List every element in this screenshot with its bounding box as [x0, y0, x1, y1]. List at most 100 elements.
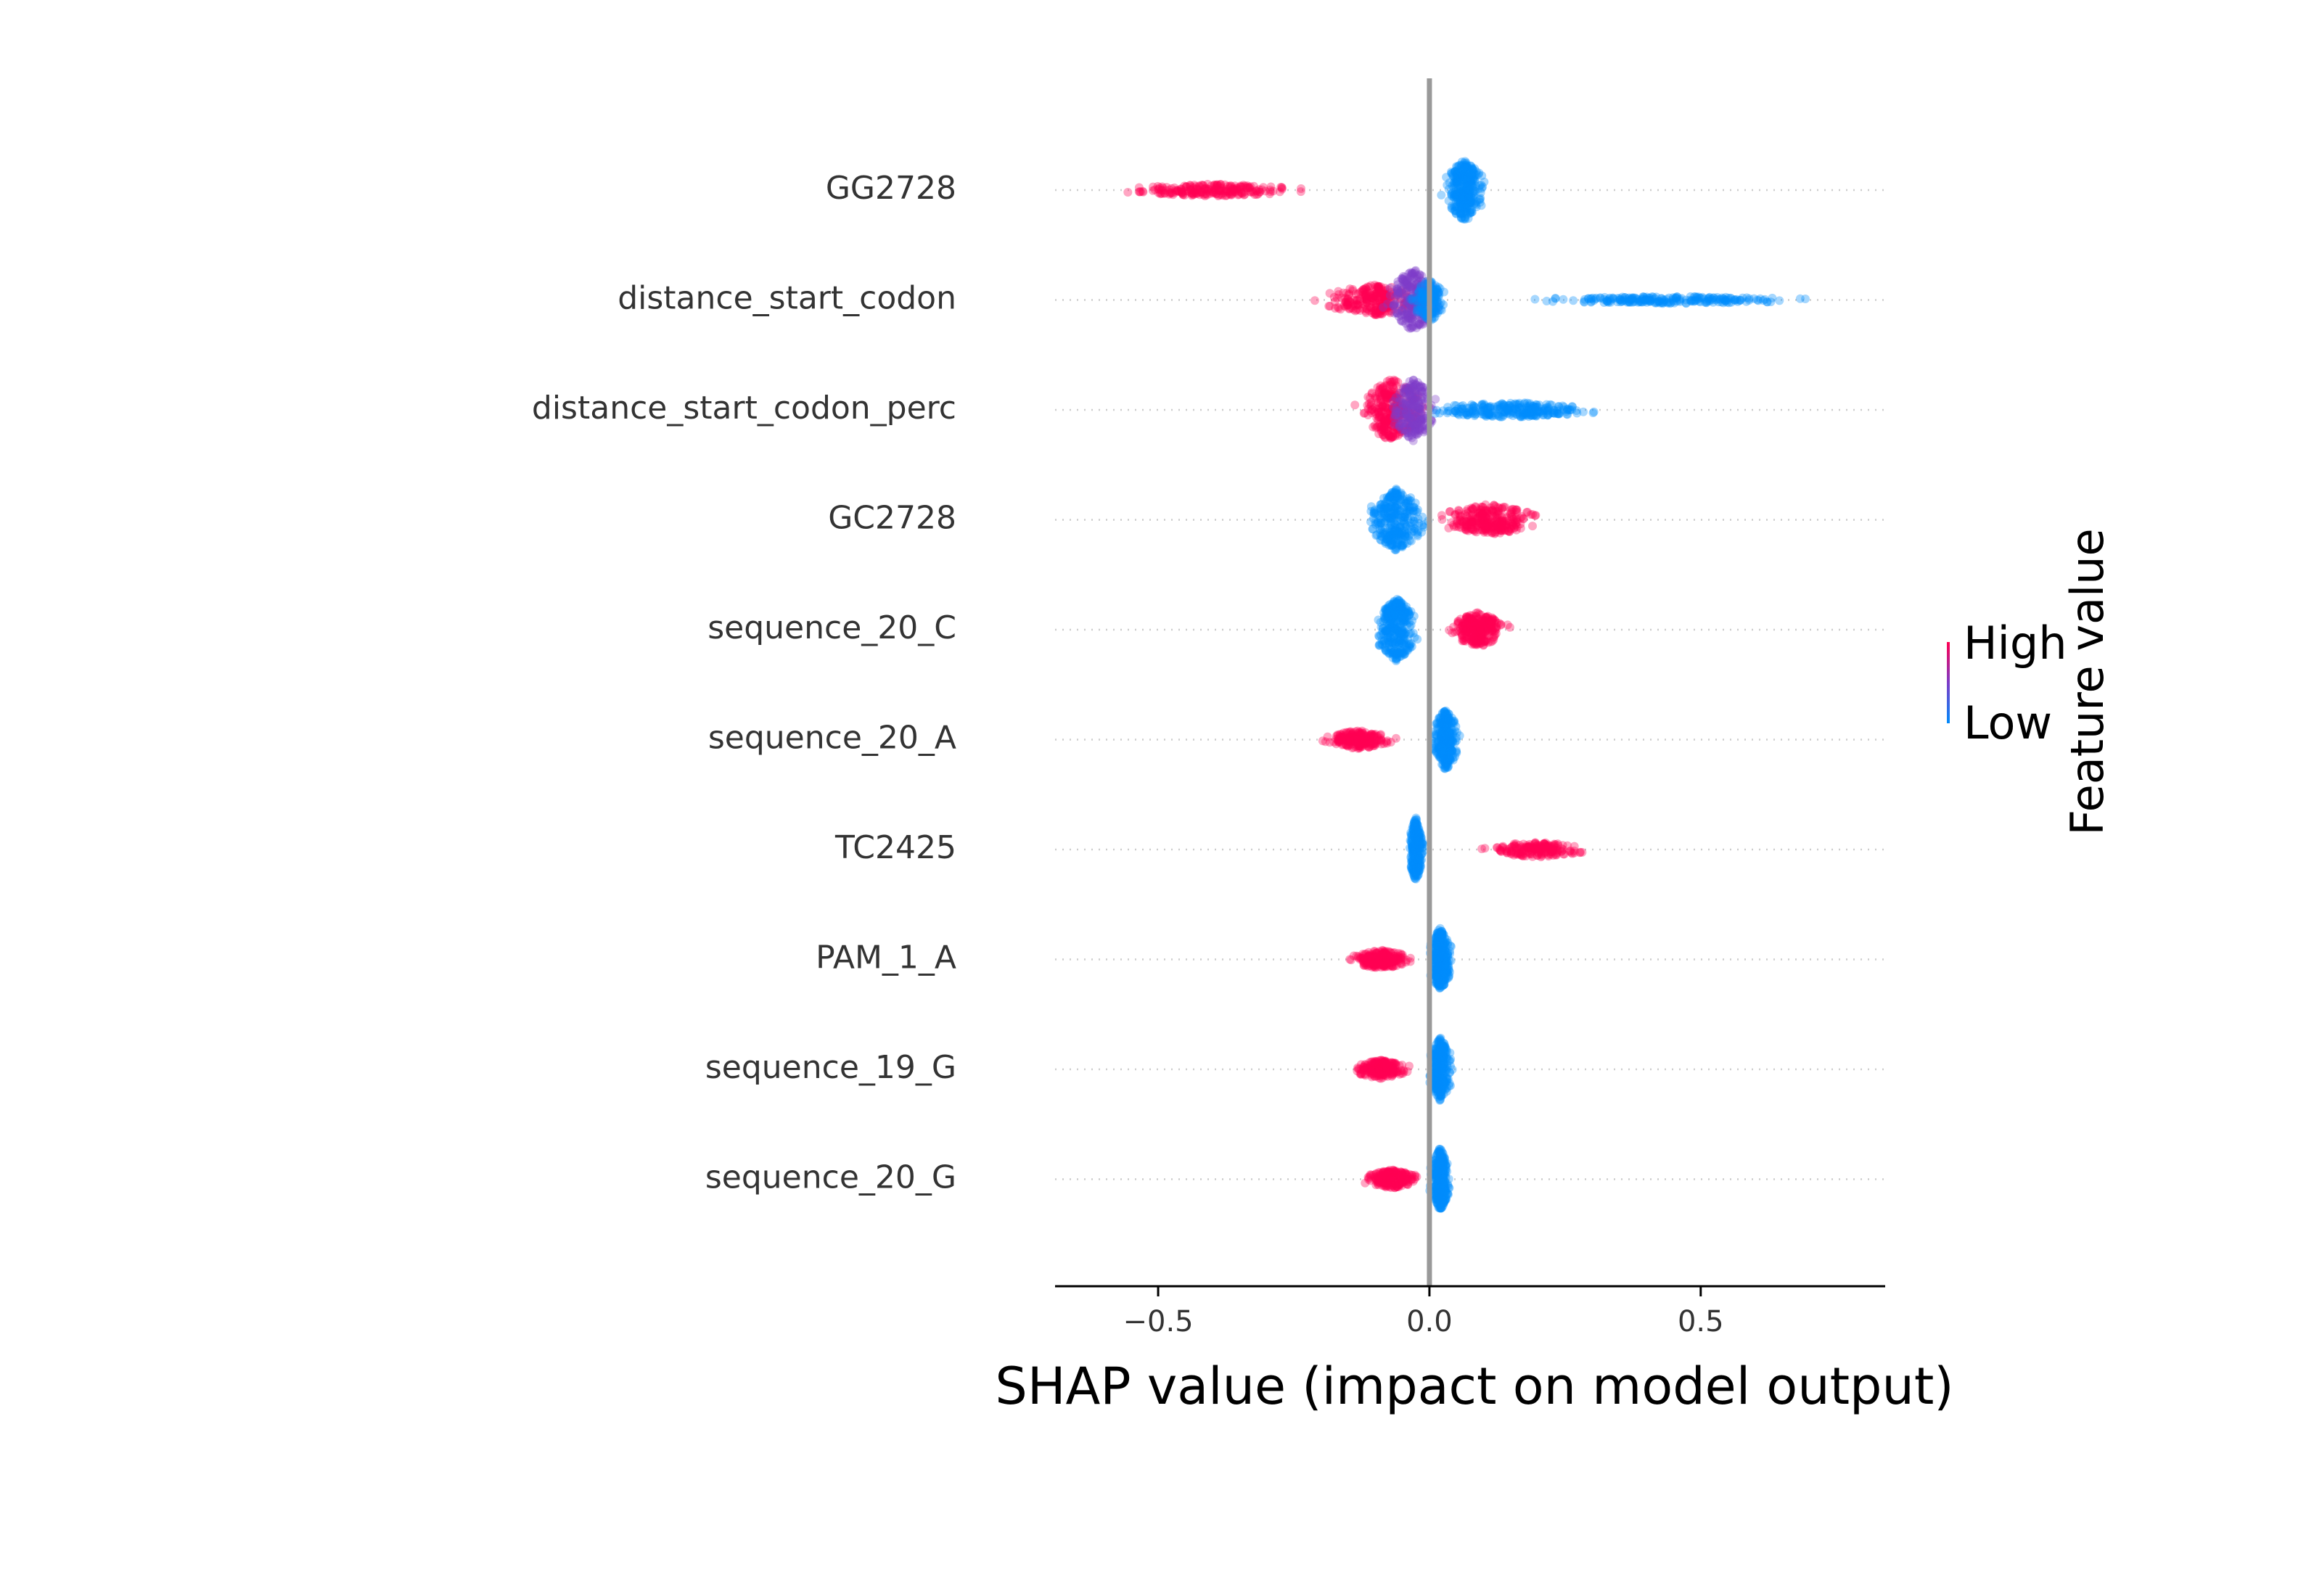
data-point	[1443, 406, 1453, 416]
data-point	[1397, 288, 1406, 297]
data-point	[1180, 191, 1189, 200]
data-point	[1451, 173, 1461, 183]
data-point	[1450, 190, 1459, 200]
data-point	[1182, 182, 1191, 192]
data-point	[1452, 197, 1461, 207]
data-point	[1445, 507, 1455, 516]
data-point	[1496, 403, 1506, 412]
data-point	[1471, 502, 1480, 511]
data-point	[1450, 167, 1459, 176]
data-point	[1801, 295, 1810, 303]
data-point	[1630, 297, 1639, 307]
data-point	[1154, 185, 1164, 194]
row-guides	[1055, 189, 1885, 1180]
data-point	[1387, 307, 1396, 316]
data-point	[1162, 183, 1171, 192]
data-point	[1266, 182, 1276, 192]
data-point	[1361, 284, 1371, 293]
data-point	[1474, 184, 1484, 194]
data-point	[1468, 181, 1477, 191]
data-point	[1191, 185, 1201, 194]
data-point	[1388, 301, 1398, 310]
data-point	[1215, 186, 1225, 195]
data-point	[1402, 290, 1411, 300]
data-point	[1325, 289, 1334, 298]
data-point	[1158, 184, 1168, 193]
data-point	[1408, 503, 1418, 512]
data-point	[1464, 199, 1474, 208]
data-point	[1344, 297, 1353, 306]
data-point	[1382, 949, 1390, 958]
data-point	[1218, 183, 1226, 192]
data-point	[1381, 307, 1390, 316]
data-point	[1389, 648, 1398, 657]
data-point	[1459, 163, 1469, 173]
data-point	[1216, 190, 1226, 200]
data-point	[1415, 390, 1424, 399]
data-point	[1342, 297, 1350, 306]
data-point	[1204, 186, 1213, 196]
data-point	[1447, 202, 1456, 210]
data-point	[1371, 310, 1380, 319]
data-point	[1437, 708, 1447, 717]
data-point	[1221, 186, 1230, 196]
data-point	[1451, 178, 1461, 187]
data-point	[1200, 192, 1210, 201]
data-point	[1197, 187, 1206, 197]
data-point	[1459, 182, 1469, 192]
data-point	[1222, 191, 1231, 200]
data-point	[1460, 176, 1469, 185]
data-point	[1154, 188, 1163, 197]
data-point	[1235, 184, 1244, 194]
data-point	[1246, 187, 1255, 197]
data-point	[1190, 181, 1199, 190]
data-point	[1450, 178, 1459, 188]
data-point	[1156, 189, 1165, 199]
data-point	[1461, 190, 1471, 200]
data-point	[1459, 169, 1469, 178]
data-point	[1463, 182, 1472, 192]
data-point	[1373, 281, 1382, 291]
data-point	[1202, 186, 1212, 195]
data-point	[1181, 182, 1191, 192]
data-point	[1469, 621, 1479, 630]
data-point	[1450, 181, 1459, 190]
data-point	[1334, 287, 1343, 296]
data-point	[1451, 166, 1460, 176]
data-point	[1526, 841, 1535, 850]
data-point	[1466, 179, 1476, 189]
data-point	[1379, 298, 1388, 308]
data-point	[1192, 189, 1202, 198]
data-point	[1456, 214, 1466, 223]
data-point	[1588, 293, 1597, 303]
data-point	[1377, 302, 1386, 311]
data-point	[1466, 176, 1476, 185]
data-point	[1226, 186, 1236, 196]
data-point	[1637, 297, 1646, 307]
data-point	[1361, 307, 1371, 316]
data-point	[1460, 214, 1469, 223]
data-point	[1462, 181, 1472, 190]
data-point	[1448, 168, 1457, 178]
data-point	[1511, 525, 1521, 535]
data-point	[1377, 287, 1386, 297]
data-point	[1230, 187, 1239, 197]
data-point	[1366, 281, 1376, 290]
data-point	[1551, 294, 1560, 303]
data-point	[1183, 186, 1193, 196]
data-point	[1243, 183, 1252, 192]
data-point	[1186, 185, 1195, 194]
data-point	[1134, 187, 1144, 197]
data-point	[1470, 164, 1480, 173]
data-point	[1165, 189, 1175, 198]
data-point	[1463, 203, 1472, 212]
data-point	[1231, 188, 1240, 197]
data-point	[1464, 200, 1473, 210]
data-point	[1400, 649, 1409, 659]
data-point	[1461, 205, 1470, 214]
data-point	[1462, 181, 1472, 191]
data-point	[1168, 189, 1178, 198]
data-point	[1449, 178, 1459, 187]
data-point	[1213, 180, 1222, 189]
data-point	[1244, 184, 1254, 193]
